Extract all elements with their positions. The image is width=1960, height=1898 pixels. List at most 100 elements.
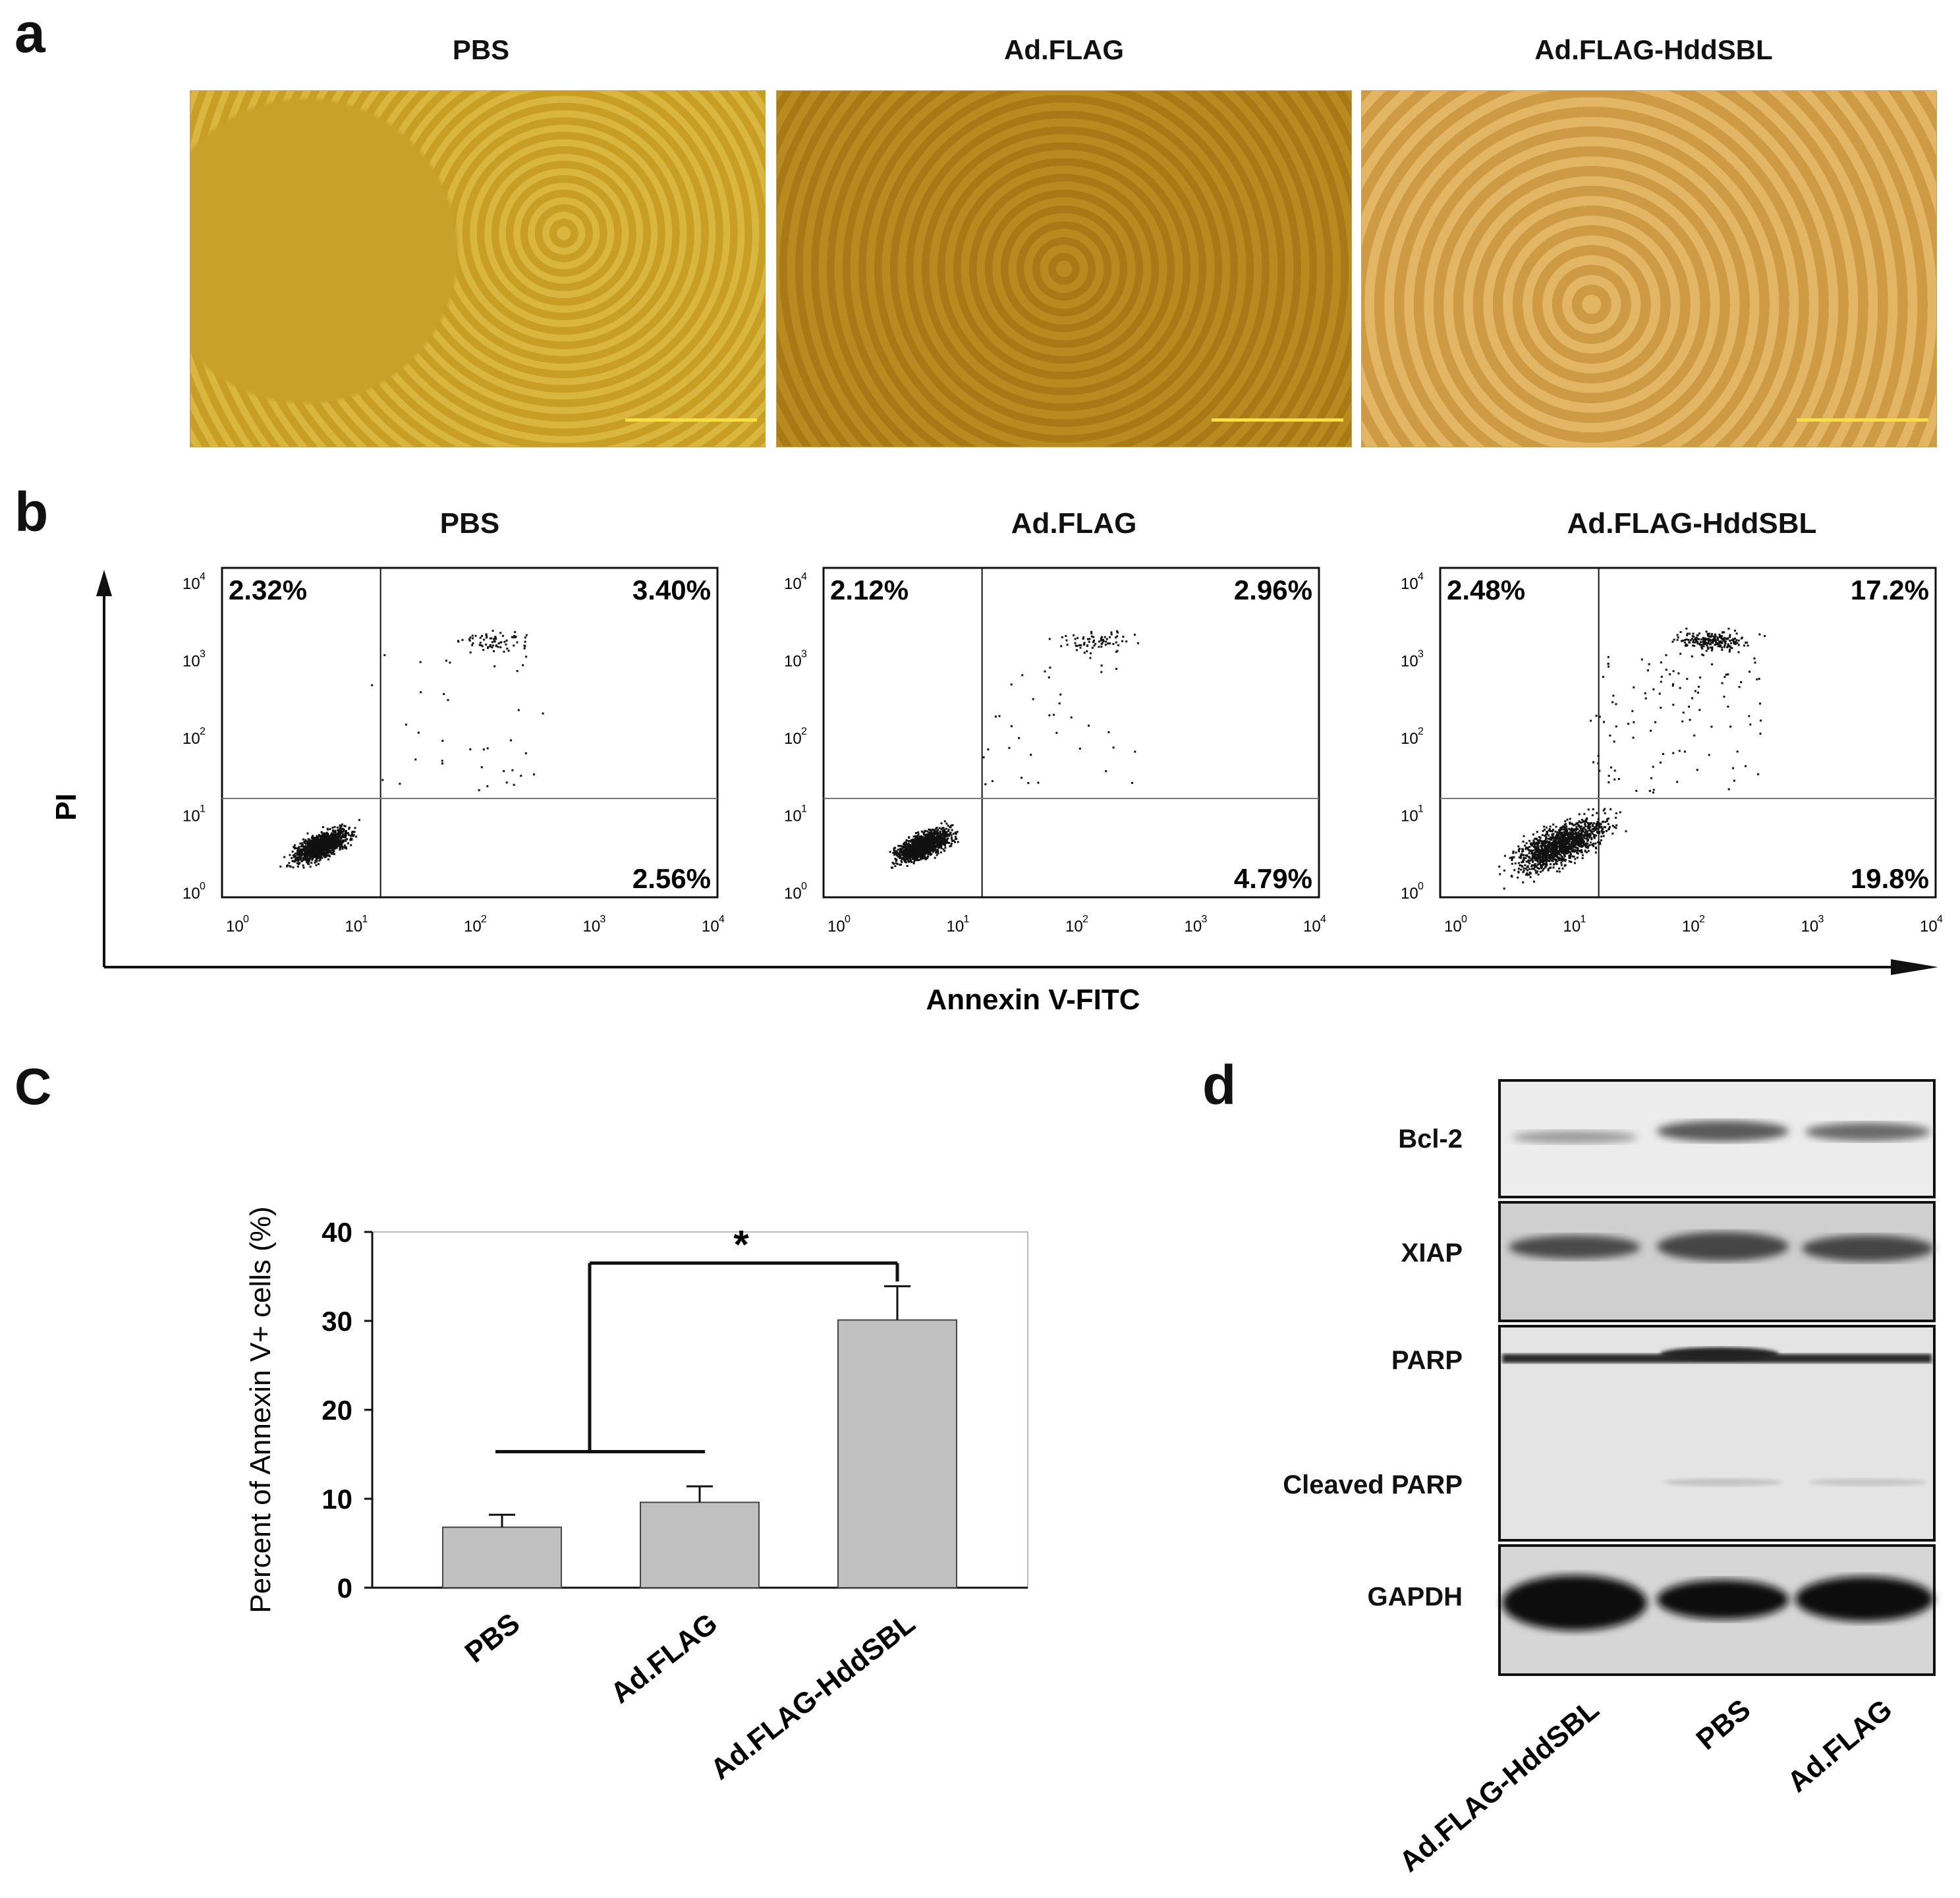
- x-tick-exp: 2: [481, 914, 487, 925]
- x-tick-exp: 1: [964, 914, 970, 925]
- x-tick-exp: 1: [1581, 914, 1586, 925]
- y-tick-exp: 0: [1418, 881, 1424, 892]
- category-label: PBS: [459, 1607, 526, 1669]
- panel-a-title-pbs: PBS: [452, 34, 510, 65]
- wb-label-cleaved-parp: Cleaved PARP: [1283, 1470, 1463, 1499]
- y-tick-exp: 0: [801, 881, 807, 892]
- blot-strip-bcl2: [1498, 1079, 1936, 1198]
- y-tick-exp: 1: [200, 804, 206, 815]
- wb-label-gapdh: GAPDH: [1367, 1582, 1463, 1611]
- blot-strip-gapdh: [1498, 1544, 1936, 1676]
- micrograph-adflag-hddsbl: [1361, 90, 1937, 447]
- western-blot: [1498, 1079, 1936, 1676]
- x-tick-exp: 0: [845, 914, 851, 925]
- x-tick-label: 10: [1563, 918, 1581, 935]
- y-tick-exp: 0: [200, 881, 206, 892]
- y-tick-label: 10: [1401, 730, 1418, 748]
- y-tick-label: 10: [1401, 653, 1418, 671]
- wb-lane-label-adflag: Ad.FLAG: [1781, 1693, 1899, 1799]
- pi-axis-arrow-icon: [96, 570, 112, 596]
- panel-b-ylabel: PI: [50, 793, 82, 821]
- y-tick-label: 10: [784, 653, 802, 671]
- x-tick-label: 10: [1065, 918, 1083, 935]
- y-tick-label: 20: [322, 1395, 352, 1426]
- panel-a-title-adflag: Ad.FLAG: [1004, 34, 1124, 65]
- quadrant-lr-label: 2.56%: [632, 863, 711, 894]
- y-tick-exp: 4: [801, 571, 807, 582]
- x-tick-exp: 3: [1818, 914, 1824, 925]
- x-tick-label: 10: [947, 918, 965, 935]
- y-tick-label: 10: [322, 1484, 352, 1515]
- y-tick-exp: 2: [801, 726, 807, 737]
- bar-2: [837, 1319, 957, 1588]
- x-tick-exp: 2: [1699, 914, 1705, 925]
- y-tick-label: 10: [182, 730, 200, 748]
- category-label: Ad.FLAG-HddSBL: [704, 1607, 921, 1786]
- y-tick-label: 40: [322, 1217, 352, 1248]
- y-tick-exp: 4: [1418, 571, 1424, 582]
- bar-1: [640, 1501, 760, 1589]
- x-tick-exp: 4: [1937, 914, 1943, 925]
- x-tick-label: 10: [702, 918, 719, 935]
- blot-strip-parp: [1498, 1325, 1936, 1542]
- quadrant-ul-label: 2.32%: [229, 574, 307, 605]
- x-tick-exp: 3: [600, 914, 606, 925]
- scale-bar: [625, 418, 757, 422]
- y-tick-label: 0: [337, 1573, 352, 1604]
- significance-star: *: [733, 1222, 749, 1266]
- dot-cloud: [889, 630, 1139, 869]
- y-tick-label: 10: [1401, 885, 1418, 903]
- quadrant-ul-label: 2.48%: [1447, 574, 1525, 605]
- panel-d-letter: d: [1202, 1054, 1237, 1116]
- wb-lane-labels: Ad.FLAG-HddSBL PBS Ad.FLAG: [1393, 1693, 1899, 1878]
- y-tick-label: 10: [784, 575, 802, 593]
- category-label: Ad.FLAG: [605, 1607, 723, 1710]
- y-tick-label: 10: [1401, 808, 1418, 825]
- y-tick-label: 10: [182, 808, 200, 825]
- y-tick-exp: 1: [1418, 804, 1424, 815]
- panel-a-letter: a: [14, 2, 45, 64]
- panel-b-title-adflag: Ad.FLAG: [1011, 507, 1137, 540]
- x-tick-exp: 0: [243, 914, 249, 925]
- x-tick-exp: 4: [1320, 914, 1326, 925]
- dot-cloud: [279, 629, 544, 869]
- bar-chart: 0 10 20 30 40 Percent of Annexin V+ cells (%)…: [244, 1206, 1028, 1786]
- y-tick-exp: 3: [801, 649, 807, 660]
- quadrant-ur-label: 3.40%: [632, 574, 711, 605]
- y-tick-exp: 3: [200, 649, 206, 660]
- y-tick-exp: 3: [1418, 649, 1424, 660]
- y-tick-label: 10: [182, 653, 200, 671]
- quadrant-ur-label: 2.96%: [1234, 574, 1312, 605]
- annexin-axis-arrow-icon: [1891, 959, 1938, 975]
- micrograph-adflag: [776, 90, 1352, 447]
- x-tick-label: 10: [583, 918, 601, 935]
- y-axis-label: Percent of Annexin V+ cells (%): [244, 1206, 277, 1613]
- x-tick-label: 10: [226, 918, 244, 935]
- quadrant-ur-label: 17.2%: [1851, 574, 1929, 605]
- wb-lane-label-adflag-hddsbl: Ad.FLAG-HddSBL: [1393, 1693, 1606, 1878]
- x-tick-label: 10: [1801, 918, 1819, 935]
- quadrant-lr-label: 4.79%: [1234, 863, 1312, 894]
- wb-label-parp: PARP: [1391, 1346, 1463, 1375]
- panel-b-title-pbs: PBS: [439, 507, 500, 540]
- micrograph-pbs: [190, 90, 766, 447]
- y-tick-exp: 1: [801, 804, 807, 815]
- x-tick-exp: 1: [362, 914, 368, 925]
- panel-a-title-adflag-hddsbl: Ad.FLAG-HddSBL: [1534, 34, 1773, 65]
- y-tick-label: 10: [784, 730, 802, 748]
- y-tick-exp: 2: [200, 726, 206, 737]
- quadrant-lr-label: 19.8%: [1851, 863, 1929, 894]
- y-tick-exp: 2: [1418, 726, 1424, 737]
- y-tick-label: 10: [182, 885, 200, 903]
- x-tick-exp: 2: [1082, 914, 1088, 925]
- y-tick-label: 10: [784, 885, 802, 903]
- wb-lane-label-pbs: PBS: [1691, 1693, 1757, 1756]
- x-tick-exp: 0: [1461, 914, 1467, 925]
- x-tick-label: 10: [1920, 918, 1938, 935]
- dot-plot-pbs: 2.32% 3.40%2.56%10 010 010 110 110 210 210 310 31…: [182, 567, 725, 935]
- quadrant-ul-label: 2.12%: [830, 574, 909, 605]
- x-tick-exp: 4: [719, 914, 725, 925]
- dot-plot-adflag: 2.12% 2.96%4.79%10 010 010 110 110 210 210 310 31…: [784, 567, 1326, 935]
- x-tick-label: 10: [464, 918, 482, 935]
- scale-bar: [1212, 418, 1343, 422]
